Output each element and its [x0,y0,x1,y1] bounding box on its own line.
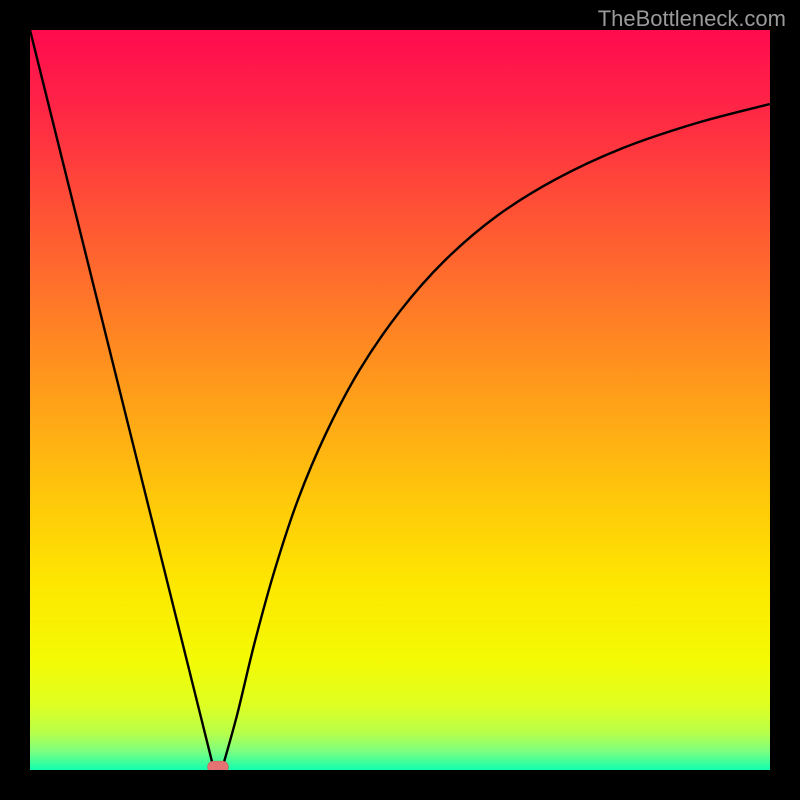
curve-left-branch [30,30,214,768]
curve-layer [30,30,770,770]
vertex-marker [208,761,229,770]
curve-right-branch [222,104,770,768]
watermark-text: TheBottleneck.com [598,6,786,32]
plot-area [30,30,770,770]
chart-container: TheBottleneck.com [0,0,800,800]
